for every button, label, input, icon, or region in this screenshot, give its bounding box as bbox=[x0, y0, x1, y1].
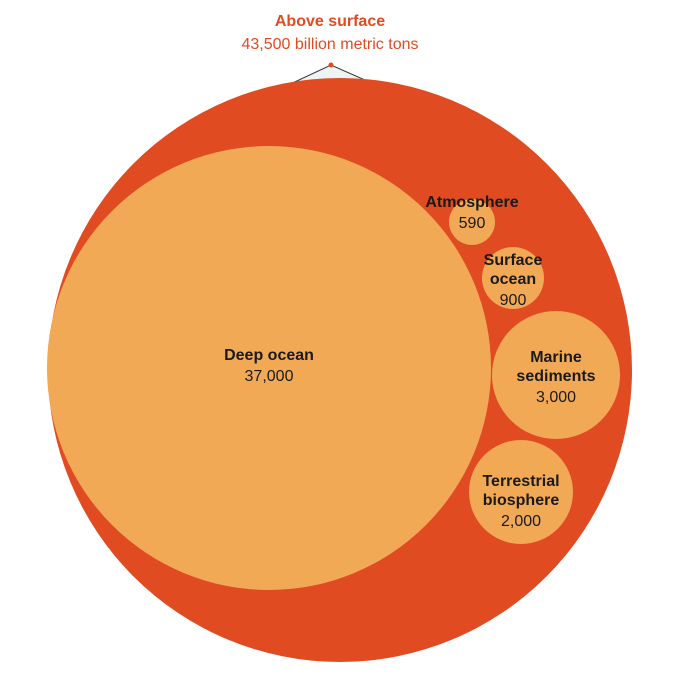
bubbles-layer bbox=[47, 146, 620, 590]
surface-ocean-value: 900 bbox=[500, 292, 527, 309]
callout-dot bbox=[328, 62, 334, 68]
surface-ocean-bubble bbox=[482, 247, 544, 309]
terrestrial-biosphere-bubble bbox=[469, 440, 573, 544]
deep-ocean-label: Deep ocean bbox=[224, 347, 314, 364]
atmosphere-value: 590 bbox=[459, 215, 486, 232]
marine-sediments-bubble bbox=[492, 311, 620, 439]
deep-ocean-value: 37,000 bbox=[245, 368, 294, 385]
marine-sediments-label-2: sediments bbox=[516, 368, 595, 385]
total-value: 43,500 billion metric tons bbox=[242, 36, 419, 53]
total-label: Above surface bbox=[275, 13, 385, 30]
atmosphere-label: Atmosphere bbox=[425, 194, 518, 211]
marine-sediments-value: 3,000 bbox=[536, 389, 576, 406]
bubble-labels-layer: Deep ocean 37,000 Atmosphere 590 Surface ocea… bbox=[224, 194, 596, 530]
surface-ocean-label-1: Surface bbox=[484, 252, 543, 269]
deep-ocean-bubble bbox=[47, 146, 491, 590]
surface-ocean-label-2: ocean bbox=[490, 271, 536, 288]
terrestrial-biosphere-label-2: biosphere bbox=[483, 492, 560, 509]
atmosphere-bubble bbox=[449, 199, 495, 245]
marine-sediments-label-1: Marine bbox=[530, 349, 582, 366]
terrestrial-biosphere-value: 2,000 bbox=[501, 513, 541, 530]
terrestrial-biosphere-label-1: Terrestrial bbox=[482, 473, 559, 490]
